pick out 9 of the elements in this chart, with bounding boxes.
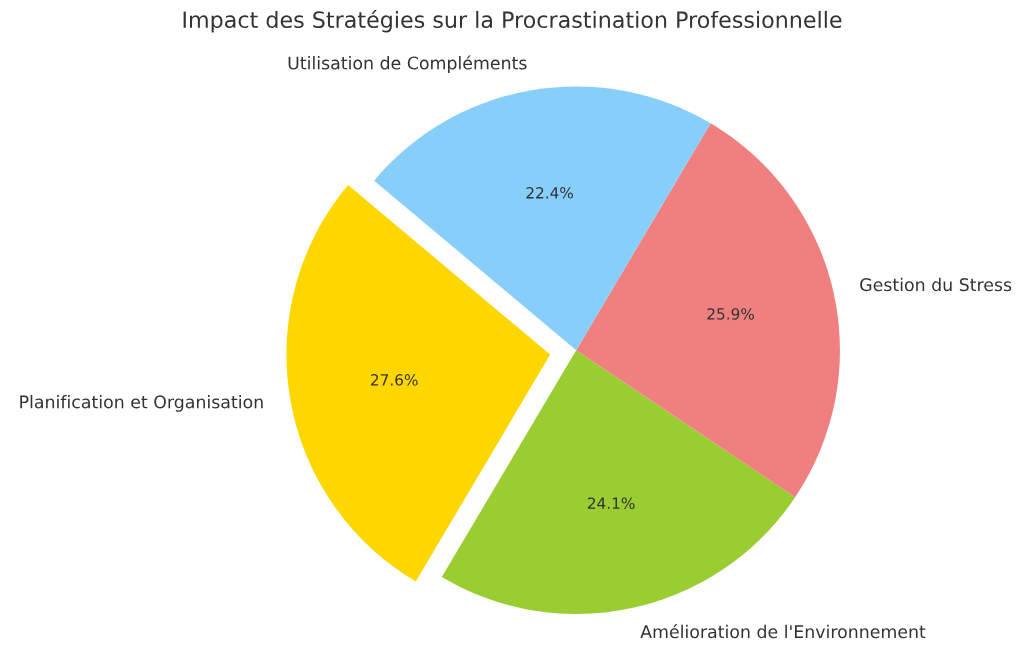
data-label: 25.9% — [707, 308, 754, 320]
data-label: 22.4% — [526, 187, 574, 199]
slice-label: Utilisation de Compléments — [288, 55, 527, 73]
data-label: 27.6% — [371, 374, 418, 386]
slice-label: Gestion du Stress — [860, 277, 1012, 292]
chart-title: Impact des Stratégies sur la Procrastination Professionnelle — [183, 10, 842, 33]
slice-label: Planification et Organisation — [20, 395, 263, 412]
slice-label: Amélioration de l'Environnement — [640, 624, 926, 639]
data-label: 24.1% — [587, 497, 635, 509]
